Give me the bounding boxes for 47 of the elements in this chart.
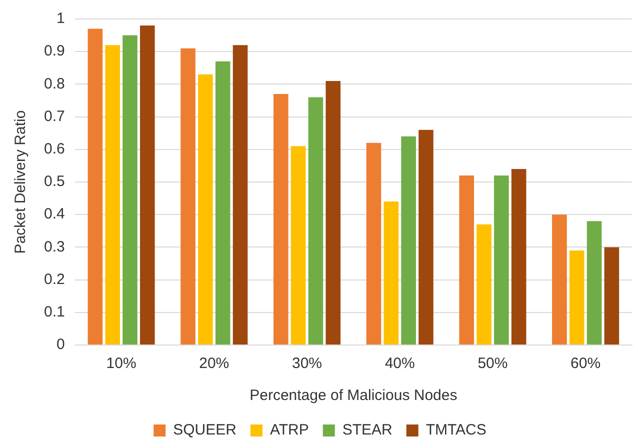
bar	[273, 94, 288, 344]
y-axis-title: Packet Delivery Ratio	[12, 110, 30, 254]
legend-label: TMTACS	[426, 422, 486, 439]
x-tick-label: 60%	[570, 355, 601, 372]
y-tick-label: 0	[56, 336, 65, 354]
bar	[476, 224, 492, 344]
bar	[459, 175, 474, 344]
bar	[494, 175, 509, 344]
y-tick-label: 0.5	[44, 173, 65, 190]
x-tick-label: 10%	[106, 355, 136, 372]
bar	[198, 74, 213, 344]
legend-label: ATRP	[270, 422, 309, 439]
y-tick-label: 0.9	[44, 42, 65, 60]
legend-label: SQUEER	[173, 422, 237, 439]
y-tick-label: 0.2	[44, 270, 65, 288]
bar	[232, 45, 248, 344]
bar	[401, 136, 416, 344]
bar	[569, 250, 584, 344]
bar	[122, 35, 138, 344]
bar	[105, 45, 120, 344]
y-tick-label: 0.4	[44, 206, 65, 223]
bar	[604, 247, 620, 344]
bar	[326, 80, 341, 344]
y-tick-label: 0.3	[44, 238, 65, 256]
bar	[308, 97, 324, 344]
bar	[180, 48, 196, 344]
bar	[418, 130, 434, 344]
bar	[552, 214, 567, 344]
bar	[215, 61, 230, 344]
bar	[384, 202, 399, 344]
bar	[586, 221, 602, 344]
y-tick-label: 0.8	[44, 75, 65, 92]
x-tick-label: 20%	[199, 355, 230, 372]
x-axis-title: Percentage of Malicious Nodes	[250, 387, 458, 404]
bar	[88, 28, 103, 344]
bar	[290, 146, 306, 344]
bar	[366, 142, 382, 344]
y-tick-label: 0.6	[44, 140, 65, 158]
y-tick-label: 1	[56, 10, 65, 28]
x-tick-label: 40%	[384, 355, 415, 372]
x-tick-label: 50%	[478, 355, 508, 372]
bar	[140, 26, 155, 344]
y-tick-label: 0.7	[44, 108, 65, 125]
bar	[511, 168, 526, 344]
legend-label: STEAR	[342, 422, 393, 439]
x-tick-label: 30%	[292, 355, 322, 372]
y-tick-label: 0.1	[44, 304, 65, 321]
